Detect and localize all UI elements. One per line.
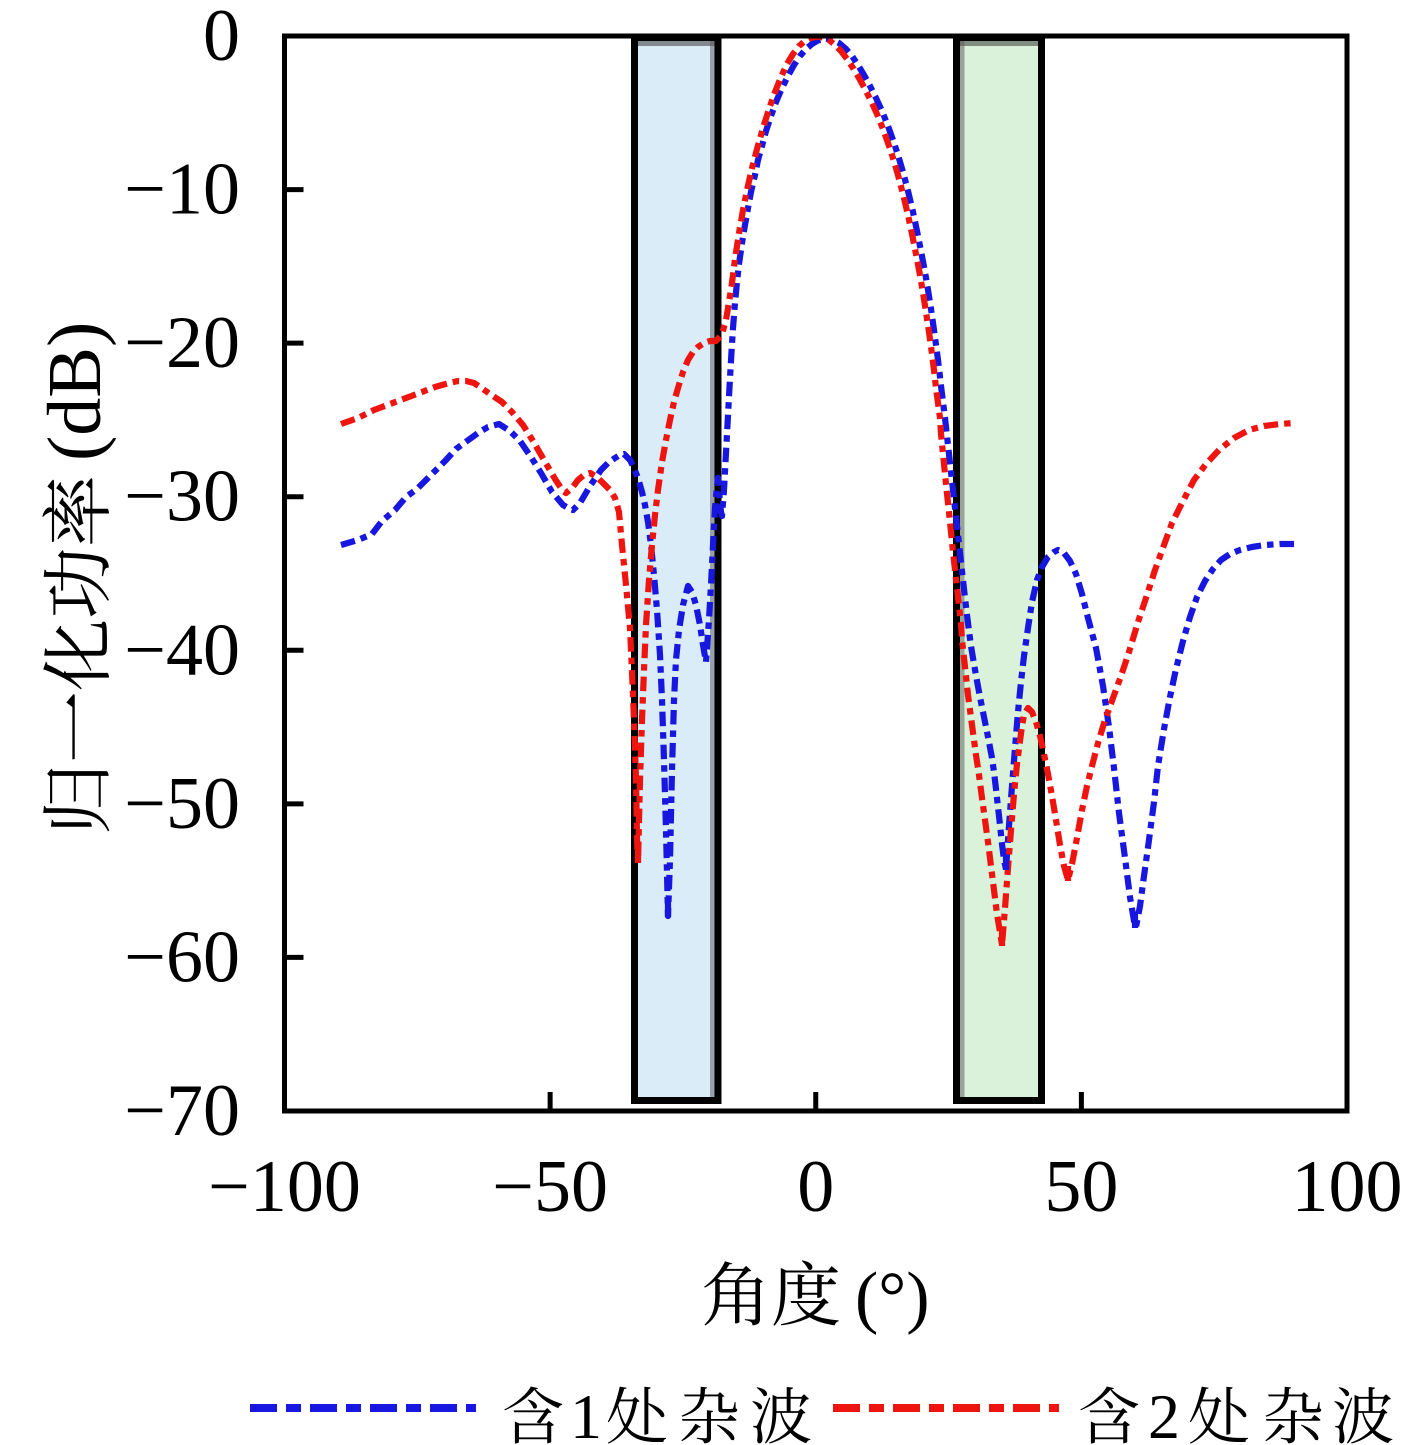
svg-text:−100: −100 [208, 1146, 361, 1228]
svg-text:−70: −70 [124, 1070, 240, 1152]
svg-text:0: 0 [797, 1146, 834, 1228]
svg-text:−50: −50 [124, 763, 240, 845]
svg-text:50: 50 [1044, 1146, 1118, 1228]
svg-text:−20: −20 [124, 302, 240, 384]
svg-text:−10: −10 [124, 149, 240, 231]
svg-text:(°): (°) [855, 1259, 930, 1336]
svg-text:100: 100 [1292, 1146, 1403, 1228]
svg-text:1: 1 [570, 1381, 602, 1445]
svg-text:2: 2 [1148, 1381, 1180, 1445]
svg-text:−60: −60 [124, 916, 240, 998]
svg-text:0: 0 [203, 0, 240, 77]
svg-text:−40: −40 [124, 609, 240, 691]
svg-text:−50: −50 [492, 1146, 608, 1228]
svg-text:(dB): (dB) [33, 322, 117, 461]
svg-text:−30: −30 [124, 456, 240, 538]
